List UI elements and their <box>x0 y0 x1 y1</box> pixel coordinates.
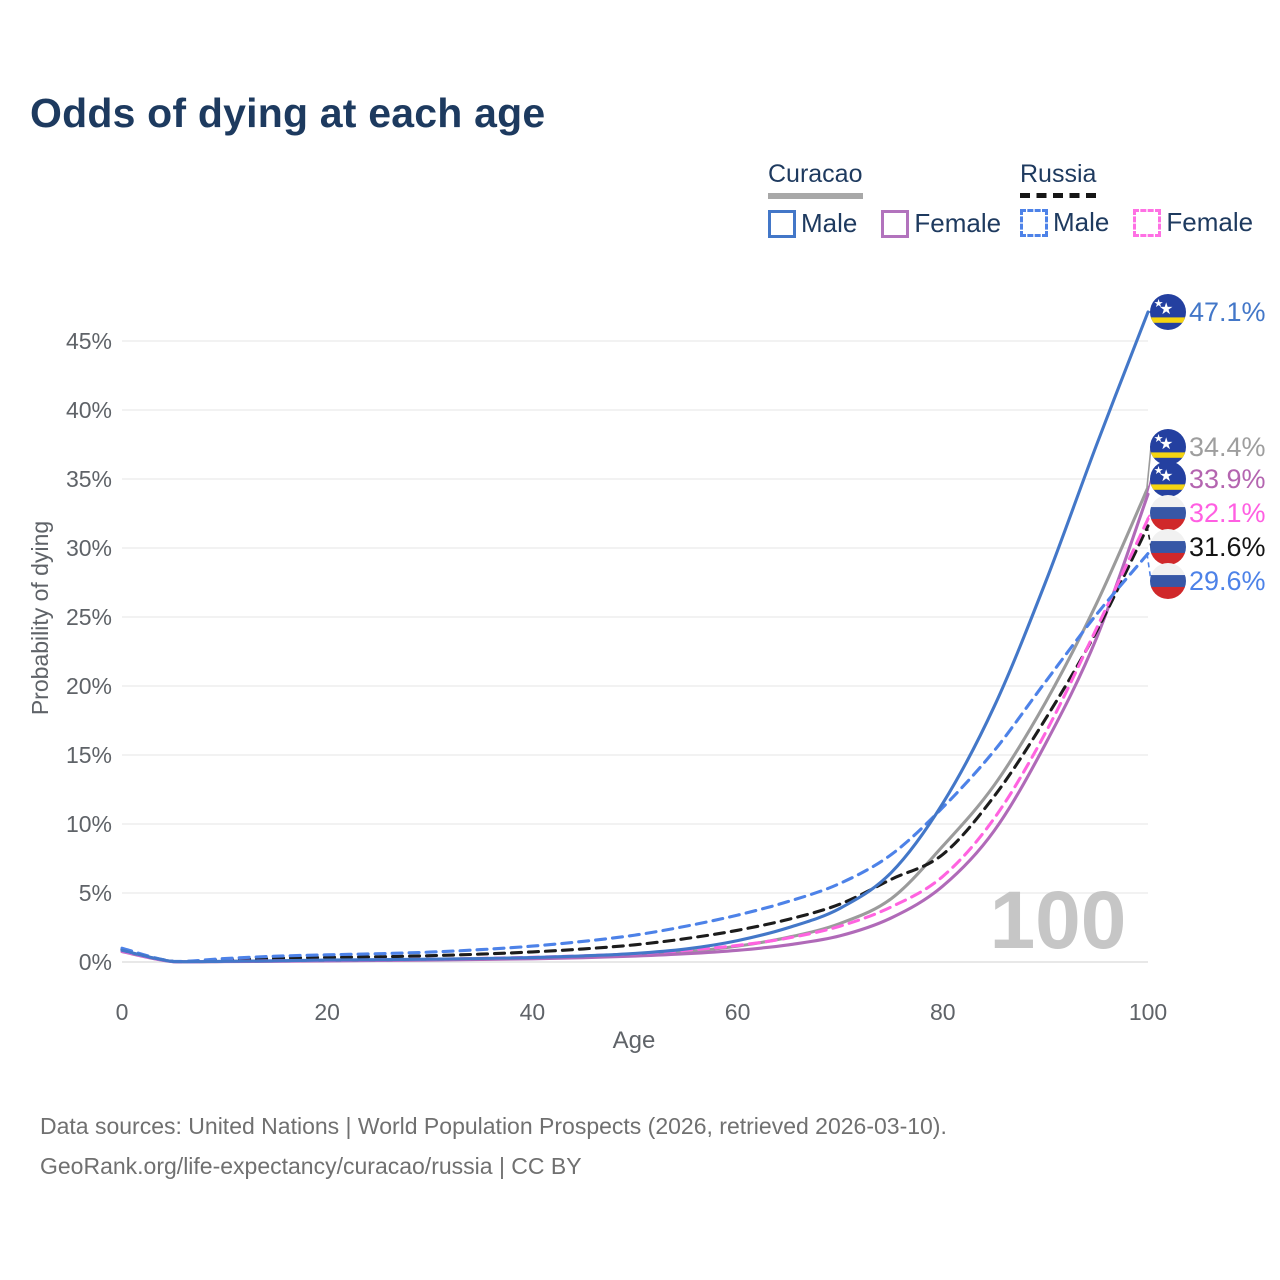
series-line-curacao-male <box>120 310 1150 964</box>
y-tick-label: 10% <box>66 811 112 837</box>
label-leader-line <box>1146 512 1152 520</box>
russia-flag-icon <box>1150 529 1186 565</box>
y-tick-label: 30% <box>66 535 112 561</box>
series-line-russia-male <box>120 551 1150 963</box>
x-axis-title: Age <box>613 1027 656 1054</box>
curacao-male-swatch-icon <box>768 209 796 238</box>
russia-flag-icon <box>1150 563 1186 599</box>
russia-dashed-line-key <box>1020 193 1097 198</box>
legend-item-russia-male[interactable]: Male <box>1020 207 1109 238</box>
legend-group-russia: Russia Male Female <box>1020 160 1253 238</box>
curacao-flag-icon: ★★ <box>1150 294 1186 330</box>
legend-country-curacao: Curacao <box>768 160 863 199</box>
y-tick-label: 15% <box>66 742 112 768</box>
legend-country-russia: Russia <box>1020 160 1097 198</box>
star-icon: ★ <box>1154 298 1164 310</box>
russia-flag-icon <box>1150 495 1186 531</box>
curacao-solid-line-key <box>768 193 863 199</box>
russia-male-swatch-icon <box>1020 208 1048 237</box>
legend-item-label: Female <box>914 208 1002 238</box>
legend: Curacao Male Female Russia <box>0 160 1280 250</box>
x-tick-label: 40 <box>520 999 546 1025</box>
legend-item-label: Male <box>801 208 858 238</box>
star-icon: ★ <box>1159 467 1174 485</box>
age-frame-watermark: 100 <box>990 875 1127 966</box>
x-tick-label: 0 <box>116 999 129 1025</box>
y-tick-label: 40% <box>66 397 112 423</box>
legend-item-russia-female[interactable]: Female <box>1133 207 1253 238</box>
footer: Data sources: United Nations | World Pop… <box>40 1106 947 1186</box>
legend-item-label: Male <box>1053 207 1110 237</box>
curacao-flag-icon: ★★ <box>1150 461 1186 497</box>
y-tick-label: 20% <box>66 673 112 699</box>
legend-group-curacao: Curacao Male Female <box>768 160 1001 239</box>
attribution-text: GeoRank.org/life-expectancy/curacao/russ… <box>40 1153 582 1179</box>
star-icon: ★ <box>1154 433 1164 445</box>
end-value-label: 47.1% <box>1189 297 1266 327</box>
y-tick-label: 5% <box>79 880 112 906</box>
x-tick-label: 60 <box>725 999 751 1025</box>
end-value-label: 31.6% <box>1189 532 1266 562</box>
star-icon: ★ <box>1159 300 1174 318</box>
x-tick-label: 80 <box>930 999 956 1025</box>
y-tick-label: 25% <box>66 604 112 630</box>
star-icon: ★ <box>1159 435 1174 453</box>
legend-country-label: Russia <box>1020 160 1097 188</box>
russia-female-swatch-icon <box>1133 208 1162 237</box>
legend-country-label: Curacao <box>768 160 863 188</box>
end-value-label: 29.6% <box>1189 566 1266 596</box>
y-tick-label: 35% <box>66 466 112 492</box>
curacao-female-swatch-icon <box>881 209 910 238</box>
end-value-label: 32.1% <box>1189 498 1266 528</box>
legend-item-curacao-female[interactable]: Female <box>881 208 1001 239</box>
x-tick-label: 100 <box>1129 999 1167 1025</box>
x-tick-label: 20 <box>314 999 340 1025</box>
legend-item-curacao-male[interactable]: Male <box>768 208 857 239</box>
y-axis-title: Probability of dying <box>27 521 53 715</box>
curacao-flag-icon: ★★ <box>1150 429 1186 465</box>
legend-item-label: Female <box>1166 207 1254 237</box>
y-tick-label: 0% <box>79 949 112 975</box>
series-line-russia-total <box>120 524 1150 964</box>
star-icon: ★ <box>1154 465 1164 477</box>
end-value-label: 34.4% <box>1189 432 1266 462</box>
end-value-label: 33.9% <box>1189 464 1266 494</box>
y-tick-label: 45% <box>66 328 112 354</box>
page-title: Odds of dying at each age <box>30 90 546 136</box>
data-source-text: Data sources: United Nations | World Pop… <box>40 1113 947 1139</box>
